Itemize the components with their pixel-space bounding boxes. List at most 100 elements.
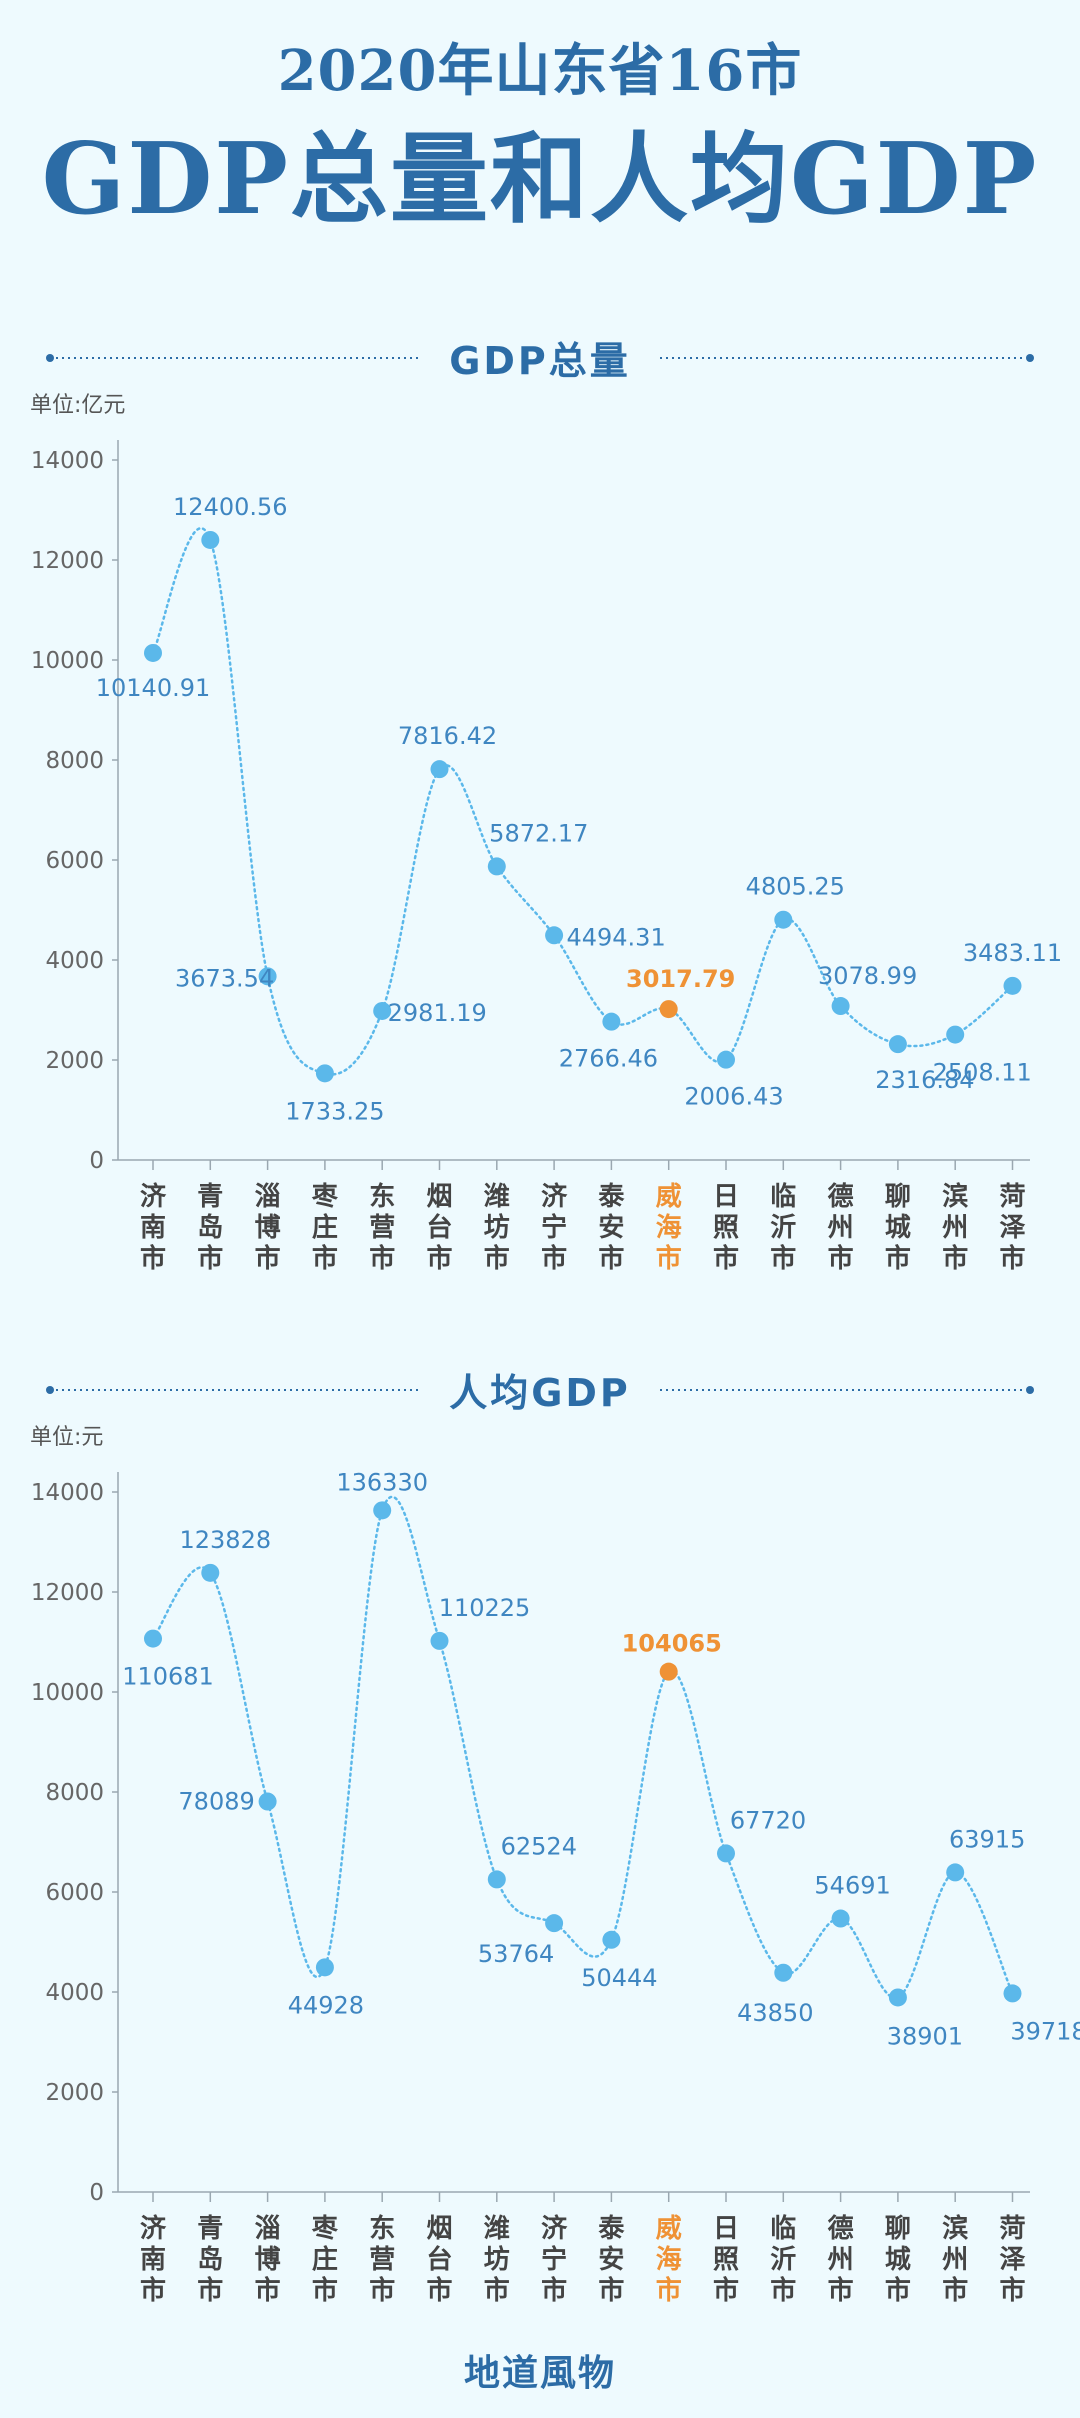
data-label: 53764 [478, 1940, 554, 1968]
data-point [659, 1662, 678, 1681]
x-tick-label: 潍坊市 [484, 1182, 510, 1274]
data-point [144, 643, 162, 662]
data-label: 38901 [887, 2022, 963, 2050]
data-point [315, 1958, 334, 1977]
y-tick-label: 12000 [31, 548, 104, 574]
x-tick-label: 济南市 [140, 2214, 167, 2306]
x-tick-label: 烟台市 [426, 2214, 452, 2306]
data-point [717, 1050, 735, 1069]
data-label: 4805.25 [746, 873, 845, 901]
x-tick-label: 威海市 [656, 2213, 682, 2306]
data-point [545, 1914, 564, 1933]
y-tick-label: 10000 [31, 648, 104, 674]
series-line [151, 527, 1014, 1076]
x-tick-label: 德州市 [828, 1182, 854, 1274]
data-label: 136330 [336, 1468, 428, 1496]
x-tick-label: 临沂市 [770, 1181, 796, 1274]
y-tick-label: 2000 [45, 1048, 104, 1074]
x-tick-label: 淄博市 [255, 2214, 281, 2306]
x-tick-label: 枣庄市 [311, 1182, 339, 1274]
x-tick-label: 滨州市 [942, 2213, 968, 2306]
header-rule-dot-left [46, 354, 54, 362]
data-point [602, 1930, 621, 1949]
data-label: 110225 [439, 1594, 531, 1622]
x-tick-label: 青岛市 [197, 2214, 223, 2306]
title-line-2: GDP总量和人均GDP [41, 122, 1039, 237]
data-point [258, 967, 277, 986]
data-label: 78089 [178, 1788, 254, 1816]
series-line [151, 1495, 1014, 1999]
data-label: 3078.99 [818, 962, 917, 990]
header-rule-dot-right [1026, 1386, 1034, 1394]
y-tick-label: 6000 [45, 848, 104, 874]
y-tick-label: 4000 [45, 1980, 104, 2006]
x-tick-label: 东营市 [369, 1181, 395, 1274]
data-label: 10140.91 [96, 674, 211, 702]
data-label: 44928 [288, 1991, 364, 2019]
x-tick-label: 滨州市 [942, 1181, 968, 1274]
data-point [774, 1963, 793, 1982]
data-point [946, 1025, 965, 1044]
x-tick-label: 日照市 [713, 1182, 739, 1274]
data-point [831, 1909, 850, 1928]
data-point [430, 760, 449, 779]
data-point [602, 1012, 621, 1031]
data-point [545, 926, 564, 945]
data-point [774, 910, 793, 929]
data-label: 4494.31 [566, 923, 665, 951]
x-tick-label: 聊城市 [885, 2214, 911, 2306]
data-label: 54691 [814, 1872, 890, 1900]
data-point [487, 857, 506, 876]
data-label: 110681 [122, 1663, 214, 1691]
title-line-1: 2020年山东省16市 [277, 38, 803, 104]
y-tick-label: 12000 [31, 1580, 104, 1606]
data-label: 63915 [949, 1825, 1025, 1853]
chart-title: 人均GDP [449, 1371, 631, 1415]
y-tick-label: 6000 [45, 1880, 104, 1906]
data-point [201, 530, 220, 549]
unit-label: 单位:亿元 [30, 393, 125, 418]
data-point [717, 1844, 735, 1863]
y-tick-label: 14000 [31, 1480, 104, 1506]
data-point [946, 1863, 965, 1882]
y-tick-label: 10000 [31, 1680, 104, 1706]
x-tick-label: 菏泽市 [999, 1182, 1025, 1274]
data-label: 1733.25 [285, 1097, 384, 1125]
data-label: 50444 [581, 1964, 657, 1992]
x-tick-label: 济宁市 [541, 1182, 568, 1274]
data-point [315, 1064, 334, 1083]
data-label: 2508.11 [933, 1059, 1032, 1087]
y-tick-label: 8000 [45, 748, 104, 774]
data-label: 123828 [179, 1526, 271, 1554]
y-tick-label: 0 [89, 2180, 104, 2206]
data-label: 2981.19 [388, 999, 487, 1027]
data-point [258, 1792, 277, 1811]
header-rule-dot-left [46, 1386, 54, 1394]
data-label: 3673.54 [175, 964, 274, 992]
data-label: 43850 [737, 1999, 813, 2027]
x-tick-label: 菏泽市 [999, 2214, 1025, 2306]
y-tick-label: 14000 [31, 448, 104, 474]
x-tick-label: 威海市 [656, 1181, 682, 1274]
data-label: 3017.79 [626, 965, 735, 993]
data-label: 12400.56 [173, 493, 288, 521]
data-point [888, 1988, 907, 2007]
data-label: 39718 [1010, 2017, 1080, 2045]
x-tick-label: 济宁市 [541, 2214, 568, 2306]
x-tick-label: 淄博市 [255, 1182, 281, 1274]
x-tick-label: 泰安市 [598, 2214, 625, 2306]
data-point [201, 1563, 220, 1582]
x-tick-label: 日照市 [713, 2214, 739, 2306]
data-point [659, 1000, 678, 1019]
data-label: 2766.46 [559, 1045, 658, 1073]
data-point [1003, 1984, 1022, 2003]
data-label: 7816.42 [398, 722, 497, 750]
data-label: 2006.43 [684, 1083, 783, 1111]
x-tick-label: 聊城市 [885, 1182, 911, 1274]
header-rule-dot-right [1026, 354, 1034, 362]
data-point [1003, 976, 1022, 995]
x-tick-label: 东营市 [369, 2213, 395, 2306]
y-tick-label: 2000 [45, 2080, 104, 2106]
data-point [831, 997, 850, 1016]
data-label: 104065 [622, 1630, 722, 1658]
